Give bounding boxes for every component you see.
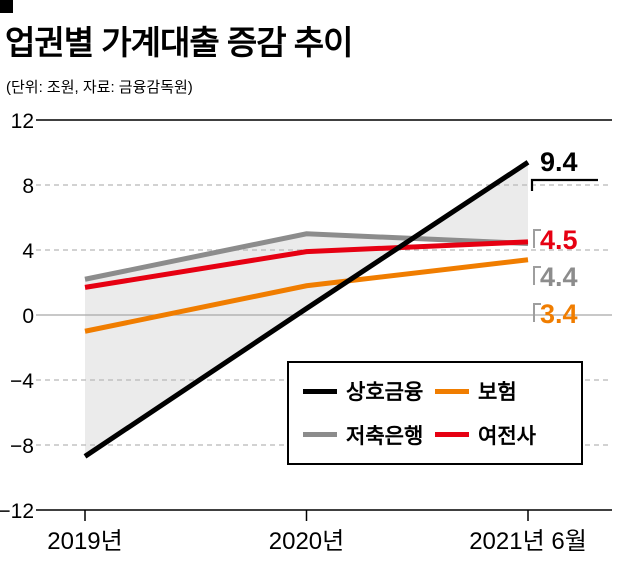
corner-square-decoration bbox=[0, 0, 13, 13]
series-line-1 bbox=[84, 257, 529, 334]
legend-label: 보험 bbox=[478, 381, 517, 405]
end-value-label: 4.4 bbox=[540, 262, 578, 292]
x-axis-label: 2020년 bbox=[269, 528, 344, 555]
y-tick-label: 12 bbox=[11, 110, 34, 133]
legend-swatch-orange bbox=[435, 388, 469, 394]
series-line-3 bbox=[84, 239, 529, 290]
legend-swatch-red bbox=[435, 432, 469, 438]
y-tick-label: −8 bbox=[10, 435, 34, 458]
value-bracket bbox=[533, 303, 541, 322]
legend-swatch-black bbox=[303, 388, 337, 394]
end-value-label: 4.5 bbox=[540, 225, 578, 255]
end-value-label: 9.4 bbox=[540, 147, 578, 177]
value-bracket bbox=[533, 229, 541, 248]
chart-title: 업권별 가계대출 증감 추이 bbox=[5, 24, 353, 61]
y-tick-label: −12 bbox=[0, 500, 34, 523]
end-value-label: 3.4 bbox=[540, 299, 578, 329]
y-tick-label: −4 bbox=[10, 370, 34, 393]
x-axis-label: 2021년 6월 bbox=[469, 528, 587, 555]
legend-item-yeojeonsa: 여전사 bbox=[435, 420, 567, 450]
series-line-2 bbox=[84, 231, 529, 282]
y-tick-label: 4 bbox=[22, 240, 34, 263]
legend: 상호금융 보험 저축은행 여전사 bbox=[287, 361, 583, 465]
value-bracket bbox=[533, 266, 541, 285]
legend-label: 상호금융 bbox=[346, 381, 424, 405]
y-tick-label: 0 bbox=[22, 305, 34, 328]
x-axis-label: 2019년 bbox=[47, 528, 122, 555]
value-bracket-black bbox=[530, 178, 598, 191]
legend-item-boheom: 보험 bbox=[435, 376, 567, 406]
chart-subtitle: (단위: 조원, 자료: 금융감독원) bbox=[6, 79, 193, 96]
y-tick-label: 8 bbox=[22, 175, 34, 198]
legend-swatch-gray bbox=[303, 432, 337, 438]
legend-label: 저축은행 bbox=[346, 424, 424, 448]
series-line-0 bbox=[83, 160, 530, 459]
legend-item-sangho-geumyung: 상호금융 bbox=[303, 376, 435, 406]
legend-item-jeochuk-eunhaeng: 저축은행 bbox=[303, 420, 435, 450]
legend-label: 여전사 bbox=[478, 424, 536, 448]
